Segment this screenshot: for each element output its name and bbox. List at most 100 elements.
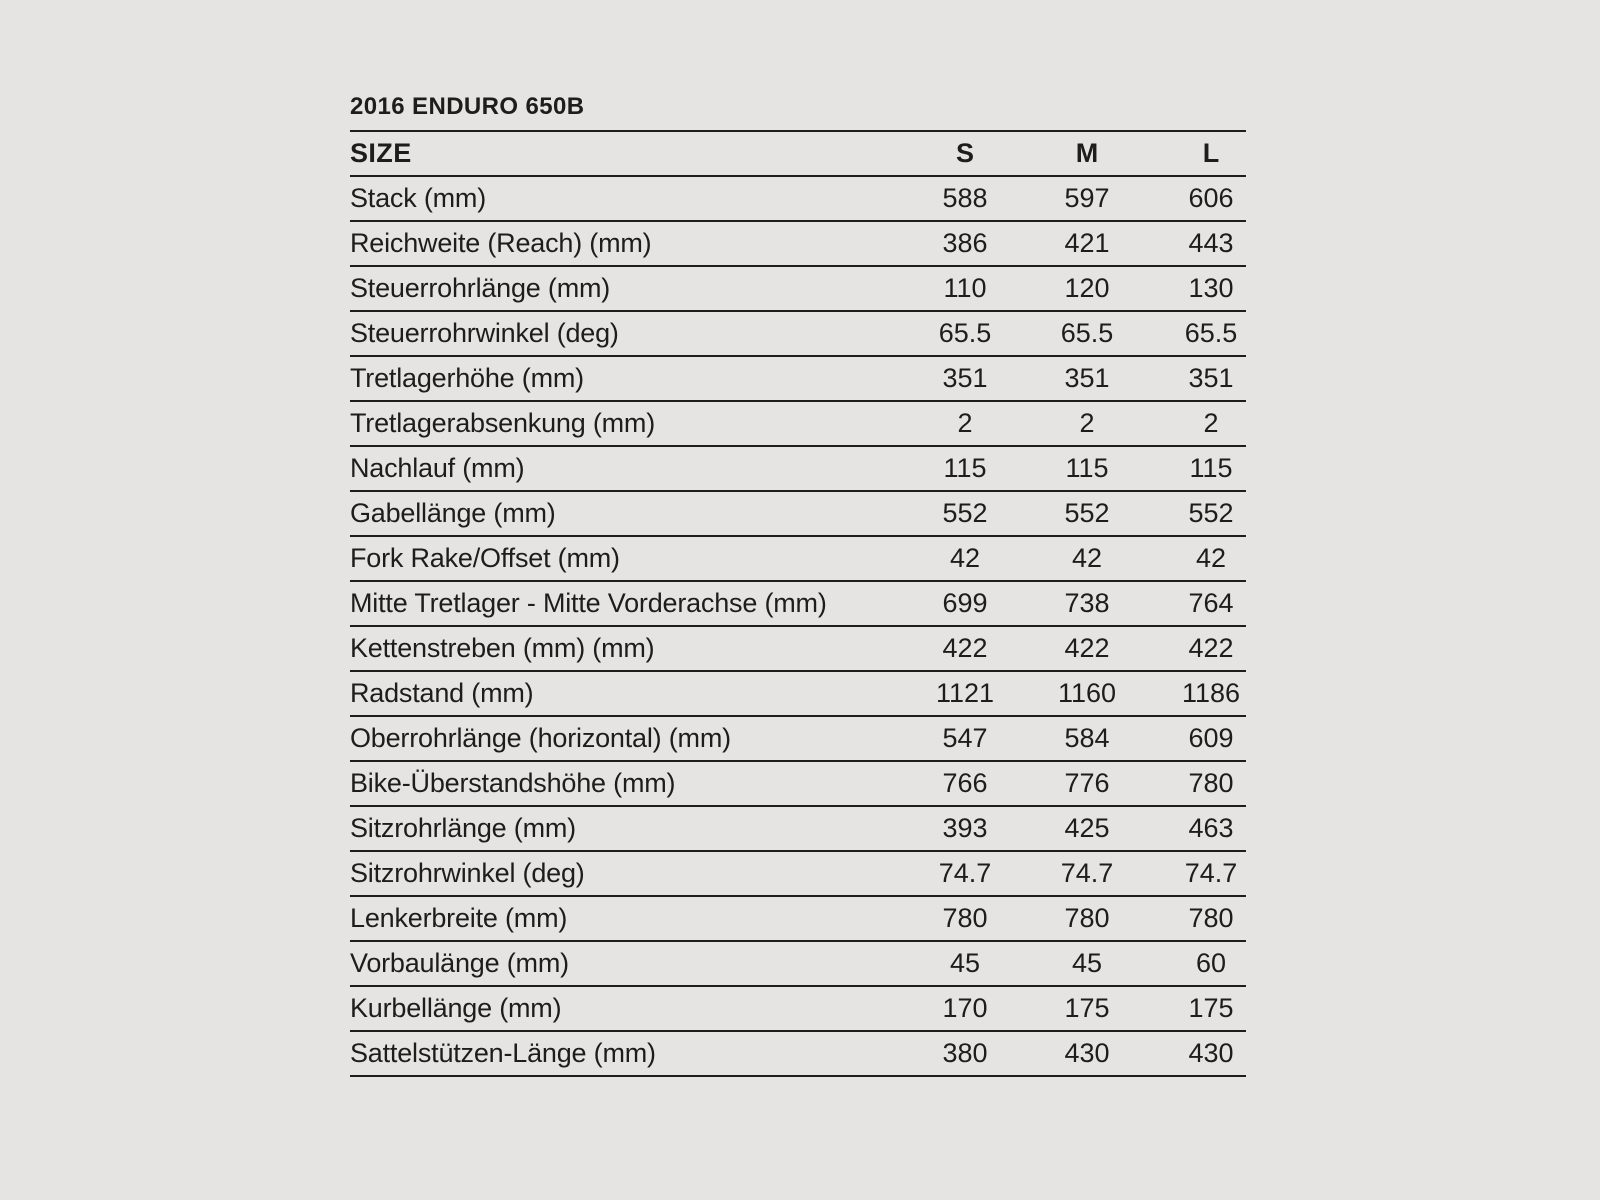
row-value-m: 552 [1064, 498, 1110, 528]
row-label: Sitzrohrwinkel (deg) [350, 858, 585, 888]
row-value-m: 120 [1064, 273, 1110, 303]
table-row: Tretlagerabsenkung (mm) 2 2 2 [350, 402, 1246, 447]
row-label: Radstand (mm) [350, 678, 534, 708]
table-row: Sattelstützen-Länge (mm) 380 430 430 [350, 1032, 1246, 1077]
row-value-m: 65.5 [1060, 318, 1114, 348]
row-value-m: 430 [1064, 1038, 1110, 1068]
row-value-l: 780 [1188, 903, 1234, 933]
table-row: Sitzrohrwinkel (deg) 74.7 74.7 74.7 [350, 852, 1246, 897]
row-value-m: 115 [1065, 453, 1109, 483]
row-value-l: 1186 [1181, 678, 1241, 708]
row-label: Fork Rake/Offset (mm) [350, 543, 620, 573]
row-value-m: 597 [1064, 183, 1110, 213]
row-label: Steuerrohrwinkel (deg) [350, 318, 619, 348]
table-row: Kettenstreben (mm) (mm) 422 422 422 [350, 627, 1246, 672]
column-header-l: L [1202, 138, 1220, 168]
geometry-spec-table: 2016 ENDURO 650B SIZE S M L Stack (mm) 5… [350, 92, 1246, 1077]
row-label: Gabellänge (mm) [350, 498, 556, 528]
row-value-m: 780 [1064, 903, 1110, 933]
row-value-l: 42 [1195, 543, 1227, 573]
row-value-s: 766 [942, 768, 988, 798]
table-row: Bike-Überstandshöhe (mm) 766 776 780 [350, 762, 1246, 807]
row-value-s: 547 [942, 723, 988, 753]
table-title: 2016 ENDURO 650B [350, 92, 1246, 132]
row-label: Tretlagerabsenkung (mm) [350, 408, 656, 438]
row-value-l: 351 [1188, 363, 1234, 393]
table-row: Oberrohrlänge (horizontal) (mm) 547 584 … [350, 717, 1246, 762]
row-label: Sitzrohrlänge (mm) [350, 813, 576, 843]
row-value-m: 1160 [1057, 678, 1117, 708]
table-row: Kurbellänge (mm) 170 175 175 [350, 987, 1246, 1032]
table-header-row: SIZE S M L [350, 132, 1246, 177]
row-label: Oberrohrlänge (horizontal) (mm) [350, 723, 731, 753]
table-row: Tretlagerhöhe (mm) 351 351 351 [350, 357, 1246, 402]
row-label: Sattelstützen-Länge (mm) [350, 1038, 656, 1068]
row-value-s: 110 [943, 273, 987, 303]
row-value-l: 2 [1203, 408, 1219, 438]
row-value-l: 74.7 [1184, 858, 1238, 888]
row-value-s: 552 [942, 498, 988, 528]
row-label: Kettenstreben (mm) (mm) [350, 633, 655, 663]
row-label: Nachlauf (mm) [350, 453, 525, 483]
row-value-m: 584 [1064, 723, 1110, 753]
row-value-s: 170 [942, 993, 988, 1023]
row-label: Kurbellänge (mm) [350, 993, 562, 1023]
row-value-l: 606 [1188, 183, 1234, 213]
row-value-l: 443 [1188, 228, 1234, 258]
table-row: Vorbaulänge (mm) 45 45 60 [350, 942, 1246, 987]
row-value-l: 130 [1188, 273, 1234, 303]
row-value-m: 425 [1064, 813, 1110, 843]
row-value-l: 463 [1188, 813, 1234, 843]
column-header-size: SIZE [350, 138, 412, 168]
table-row: Stack (mm) 588 597 606 [350, 177, 1246, 222]
row-value-s: 380 [942, 1038, 988, 1068]
row-label: Stack (mm) [350, 183, 486, 213]
row-value-l: 552 [1188, 498, 1234, 528]
row-value-m: 422 [1064, 633, 1110, 663]
row-value-m: 421 [1064, 228, 1110, 258]
row-value-m: 351 [1064, 363, 1110, 393]
column-header-m: M [1075, 138, 1099, 168]
row-value-s: 42 [949, 543, 981, 573]
row-value-s: 422 [942, 633, 988, 663]
row-value-l: 780 [1188, 768, 1234, 798]
row-value-l: 609 [1188, 723, 1234, 753]
row-value-m: 175 [1064, 993, 1110, 1023]
row-label: Lenkerbreite (mm) [350, 903, 568, 933]
row-value-m: 2 [1079, 408, 1095, 438]
row-value-s: 393 [942, 813, 988, 843]
table-row: Steuerrohrwinkel (deg) 65.5 65.5 65.5 [350, 312, 1246, 357]
table-row: Sitzrohrlänge (mm) 393 425 463 [350, 807, 1246, 852]
row-value-l: 60 [1195, 948, 1227, 978]
row-label: Reichweite (Reach) (mm) [350, 228, 652, 258]
row-value-l: 430 [1188, 1038, 1234, 1068]
row-value-s: 45 [949, 948, 981, 978]
table-row: Radstand (mm) 1121 1160 1186 [350, 672, 1246, 717]
row-value-s: 386 [942, 228, 988, 258]
row-value-s: 699 [942, 588, 988, 618]
table-row: Reichweite (Reach) (mm) 386 421 443 [350, 222, 1246, 267]
row-value-m: 42 [1071, 543, 1103, 573]
row-value-s: 780 [942, 903, 988, 933]
row-value-m: 738 [1064, 588, 1110, 618]
row-label: Mitte Tretlager - Mitte Vorderachse (mm) [350, 588, 827, 618]
row-value-s: 351 [942, 363, 988, 393]
row-value-s: 65.5 [938, 318, 992, 348]
row-label: Bike-Überstandshöhe (mm) [350, 768, 676, 798]
row-value-s: 1121 [935, 678, 995, 708]
table-row: Steuerrohrlänge (mm) 110 120 130 [350, 267, 1246, 312]
row-value-m: 776 [1064, 768, 1110, 798]
row-value-l: 115 [1189, 453, 1233, 483]
row-value-s: 115 [943, 453, 987, 483]
row-label: Vorbaulänge (mm) [350, 948, 569, 978]
row-value-l: 65.5 [1184, 318, 1238, 348]
table-row: Lenkerbreite (mm) 780 780 780 [350, 897, 1246, 942]
column-header-s: S [955, 138, 974, 168]
table-body: Stack (mm) 588 597 606 Reichweite (Reach… [350, 177, 1246, 1077]
row-value-l: 764 [1188, 588, 1234, 618]
row-label: Tretlagerhöhe (mm) [350, 363, 584, 393]
row-value-l: 175 [1188, 993, 1234, 1023]
table-row: Mitte Tretlager - Mitte Vorderachse (mm)… [350, 582, 1246, 627]
row-value-l: 422 [1188, 633, 1234, 663]
table-row: Nachlauf (mm) 115 115 115 [350, 447, 1246, 492]
